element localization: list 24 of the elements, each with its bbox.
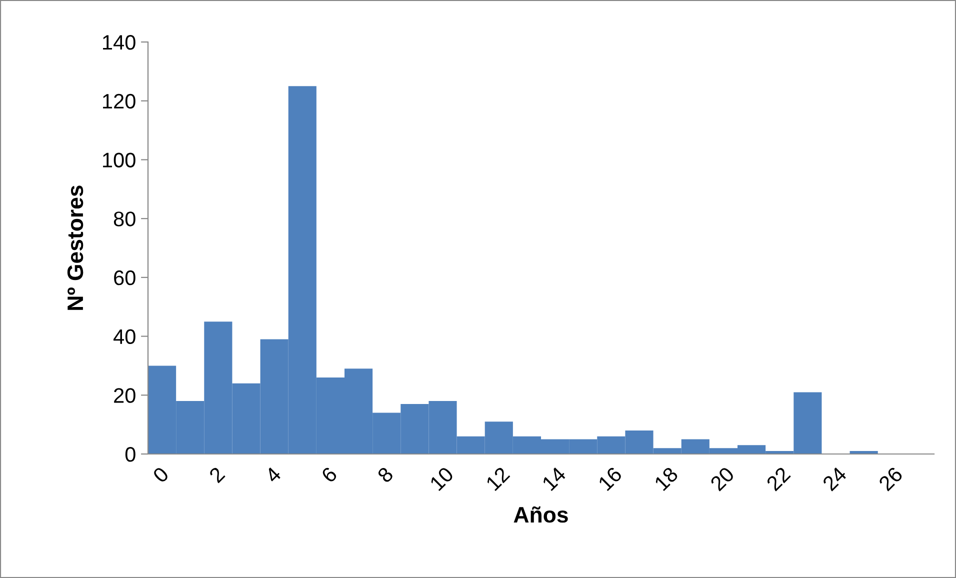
x-tick-label: 6: [320, 466, 338, 484]
x-tick-label: 16: [598, 466, 623, 492]
x-tick-label: 10: [429, 466, 454, 492]
x-tick-label: 26: [878, 466, 904, 492]
x-tick-label: 12: [485, 466, 510, 492]
x-tick-label: 0: [152, 466, 170, 484]
y-axis-title: Nº Gestores: [67, 186, 84, 310]
y-tick-label: 80: [114, 212, 136, 226]
y-tick-label: 40: [114, 329, 136, 344]
x-tick-label: 4: [264, 466, 282, 484]
y-tick-label: 100: [103, 152, 136, 168]
x-tick-label: 20: [710, 466, 736, 492]
x-tick-label: 18: [654, 466, 679, 492]
x-tick-label: 14: [542, 466, 567, 492]
y-tick-label: 60: [114, 270, 136, 286]
x-tick-label: 24: [822, 466, 848, 492]
y-tick-label: 140: [103, 35, 136, 50]
y-tick-label: 120: [103, 94, 136, 109]
x-axis-title: Años: [514, 506, 568, 523]
x-tick-label: 8: [376, 466, 394, 484]
y-tick-label: 20: [114, 388, 136, 403]
y-tick-label: 0: [125, 447, 136, 462]
x-tick-label: 22: [766, 466, 791, 492]
x-tick-label: 2: [208, 466, 226, 484]
